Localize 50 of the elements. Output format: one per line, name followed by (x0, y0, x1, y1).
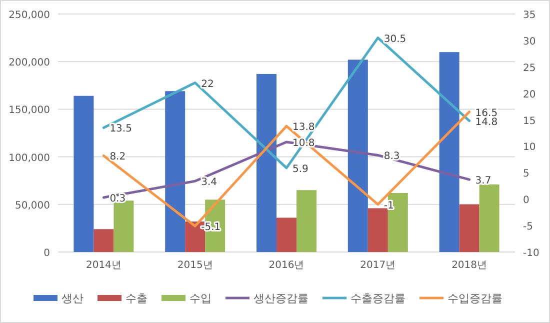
y-tick-label: 200,000 (8, 58, 50, 69)
legend-label: 수입증감률 (448, 292, 502, 305)
bar (459, 204, 480, 252)
bar (439, 52, 460, 252)
data-label: 10.8 (292, 138, 315, 149)
y2-tick-label: 35 (523, 10, 536, 21)
y2-tick-label: 30 (523, 36, 536, 48)
data-label: 5.9 (292, 164, 308, 175)
bar (114, 200, 134, 252)
y-tick-label: 250,000 (8, 10, 50, 21)
data-label: 3.4 (201, 177, 218, 188)
data-label: 22 (201, 78, 214, 90)
y-tick-label: 100,000 (8, 152, 50, 164)
y2-tick-label: 10 (523, 142, 536, 154)
y2-tick-label: 15 (523, 116, 536, 127)
data-label: 13.5 (110, 124, 132, 135)
bar (256, 74, 276, 252)
legend-label: 수입 (190, 292, 212, 305)
x-tick-label: 2014년 (86, 260, 122, 271)
bar (479, 184, 500, 252)
data-label: 16.5 (475, 108, 498, 119)
y2-tick-label: -5 (523, 222, 533, 233)
y2-tick-label: 25 (523, 62, 536, 74)
y2-tick-label: 5 (523, 168, 530, 180)
x-tick-label: 2018년 (452, 260, 488, 271)
y2-tick-label: 20 (523, 89, 536, 100)
bar (276, 218, 296, 252)
y-tick-label: 0 (44, 248, 50, 259)
legend-label: 수출 (126, 292, 148, 305)
x-tick-label: 2016년 (268, 260, 304, 271)
bar (368, 208, 388, 252)
data-label: 14.8 (475, 116, 498, 128)
legend-label: 생산 (62, 292, 84, 305)
bar (296, 190, 316, 252)
y-tick-label: 150,000 (8, 105, 50, 116)
data-label: 8.2 (110, 152, 126, 163)
data-label: 30.5 (384, 34, 406, 45)
bar (94, 229, 114, 252)
x-tick-label: 2017년 (360, 260, 396, 271)
data-label: 3.7 (475, 176, 492, 187)
x-tick-label: 2015년 (177, 260, 213, 271)
bar (348, 60, 368, 252)
bar (165, 91, 186, 252)
y2-tick-label: 0 (523, 195, 530, 206)
legend-label: 생산증감률 (254, 292, 308, 305)
y2-tick-label: -10 (523, 248, 540, 259)
bar (74, 96, 94, 252)
legend-label: 수출증감률 (350, 292, 406, 305)
data-label: 13.8 (292, 122, 315, 134)
y-tick-label: 50,000 (15, 200, 50, 212)
